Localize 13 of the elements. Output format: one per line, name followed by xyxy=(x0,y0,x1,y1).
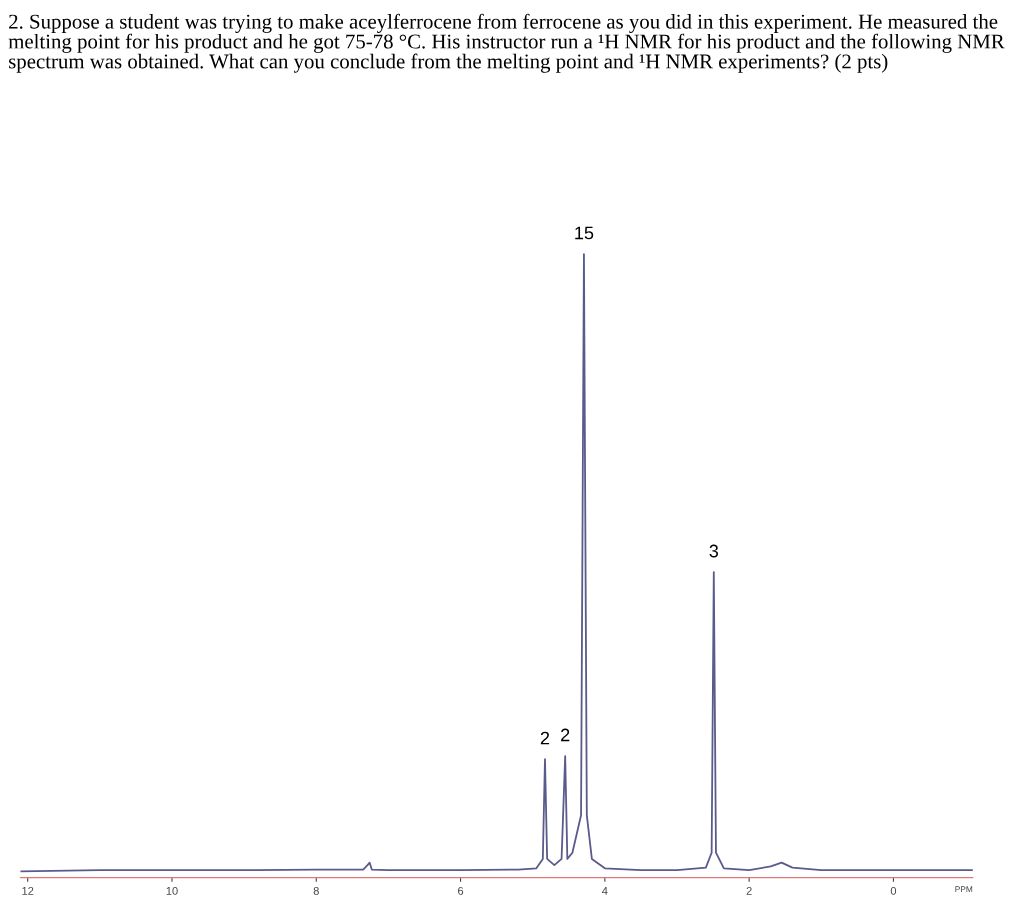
x-tick-label: 10 xyxy=(166,886,178,895)
annotation: 3 xyxy=(709,544,719,558)
x-tick-label: 2 xyxy=(746,886,752,895)
chart-title: 2. Suppose a student was trying to make aceylferrocene from ferrocene as you did in this experiment. He measured the melting point for his product and he got 75-78 °C. His instructor run a ¹H NMR for his product and the following NMR spectrum was obtained. What can you conclude from the melting point and ¹H NMR experiments? (2 pts) xyxy=(8,13,1005,73)
x-tick-label: 12 xyxy=(22,886,34,895)
x-tick-label: 6 xyxy=(458,886,464,895)
x-tick-label: 0 xyxy=(890,886,897,895)
annotation: 2 xyxy=(540,731,550,745)
annotation: 2 xyxy=(561,728,570,742)
x-tick-label: 4 xyxy=(602,887,608,895)
x-axis-title: PPM xyxy=(955,886,973,893)
annotation: 15 xyxy=(575,226,594,240)
x-tick-label: 8 xyxy=(313,886,319,895)
